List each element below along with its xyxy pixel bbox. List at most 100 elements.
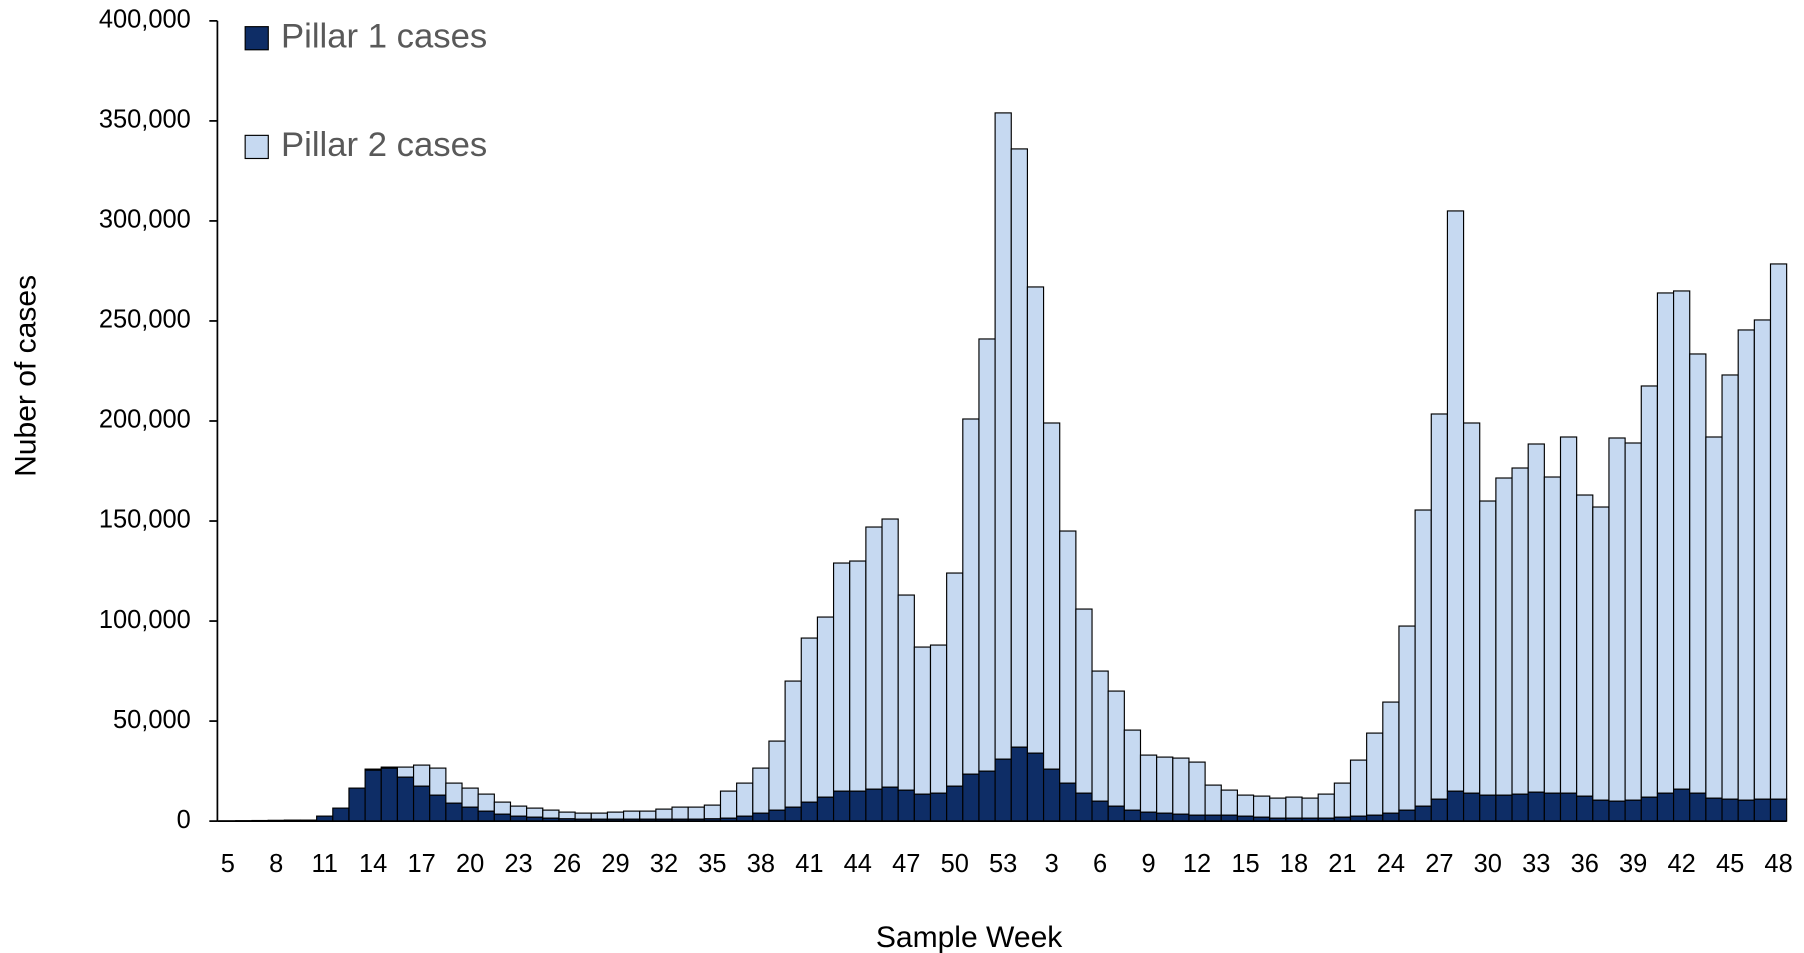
y-axis-title: Nuber of cases <box>10 275 43 477</box>
bar-segment <box>994 112 1012 760</box>
bar-segment <box>1527 791 1545 822</box>
y-tick-label: 200,000 <box>99 406 191 434</box>
bar-segment <box>1479 794 1497 822</box>
bar-segment <box>590 812 608 820</box>
bar-segment <box>477 793 495 812</box>
x-tick-label: 24 <box>1377 850 1405 878</box>
legend-label: Pillar 1 cases <box>281 17 487 55</box>
y-tick-label: 350,000 <box>99 106 191 134</box>
bar-segment <box>897 594 915 791</box>
bar-segment <box>1689 792 1707 822</box>
bar-segment <box>1107 690 1125 807</box>
bar-segment <box>1204 814 1222 822</box>
bar-segment <box>1252 795 1271 818</box>
bar-segment <box>994 758 1012 822</box>
bar-segment <box>1349 759 1368 817</box>
bar-segment <box>1672 788 1691 822</box>
x-tick-label: 9 <box>1141 850 1155 878</box>
bar-segment <box>1640 385 1659 798</box>
bar-segment <box>1091 800 1109 822</box>
x-tick-label: 44 <box>844 850 872 878</box>
bar-segment <box>461 806 479 822</box>
x-tick-label: 11 <box>312 850 338 878</box>
bar-segment <box>655 808 673 820</box>
bar-segment <box>1317 793 1335 819</box>
x-tick-label: 26 <box>553 850 581 878</box>
bar-segment <box>946 785 964 822</box>
bar-segment <box>1737 329 1755 801</box>
bar-segment <box>1414 805 1432 822</box>
x-tick-label: 29 <box>601 850 629 878</box>
bar-segment <box>752 812 770 822</box>
bar-segment <box>1462 792 1481 822</box>
bar-segment <box>1656 792 1675 822</box>
bar-segment <box>784 806 802 822</box>
x-tick-label: 18 <box>1280 850 1308 878</box>
bar-segment <box>1188 814 1206 822</box>
bar-segment <box>865 526 883 790</box>
x-axis-title: Sample Week <box>876 921 1063 953</box>
bar-segment <box>1026 286 1045 754</box>
bar-segment <box>622 810 641 820</box>
bar-segment <box>1139 811 1158 822</box>
bar-segment <box>816 796 835 822</box>
x-tick-label: 39 <box>1619 850 1647 878</box>
bar-segment <box>1559 792 1578 822</box>
bar-segment <box>1220 789 1238 816</box>
y-tick-label: 0 <box>177 806 191 834</box>
bar-segment <box>1656 292 1675 794</box>
bar-segment <box>1236 794 1255 817</box>
bar-segment <box>1366 732 1384 816</box>
bar-segment <box>1479 500 1497 796</box>
bar-segment <box>493 813 512 822</box>
bar-segment <box>1398 809 1416 822</box>
bar-segment <box>477 810 495 822</box>
bar-segment <box>1156 756 1174 814</box>
bar-segment <box>865 788 883 822</box>
bar-segment <box>1123 809 1142 822</box>
legend-label: Pillar 2 cases <box>281 126 487 164</box>
bar-segment <box>1672 290 1691 790</box>
bar-segment <box>1398 625 1416 811</box>
x-tick-label: 32 <box>650 850 678 878</box>
bar-segment <box>1026 752 1045 822</box>
bar-segment <box>687 806 705 820</box>
bar-segment <box>1059 530 1077 784</box>
bar-segment <box>1462 422 1481 794</box>
x-tick-label: 41 <box>795 850 823 878</box>
bar-segment <box>768 740 786 811</box>
bar-segment <box>1188 761 1206 816</box>
bar-segment <box>1446 790 1465 822</box>
bar-segment <box>1769 263 1788 800</box>
bar-segment <box>800 801 818 822</box>
bar-segment <box>1495 794 1513 822</box>
bar-segment <box>1269 797 1287 819</box>
x-tick-label: 30 <box>1474 850 1502 878</box>
bar-segment <box>978 770 996 822</box>
bar-segment <box>606 811 625 820</box>
y-tick-label: 300,000 <box>99 206 191 234</box>
bar-segment <box>348 787 366 822</box>
legend-swatch <box>244 26 269 51</box>
bar-segment <box>1737 799 1755 822</box>
bar-segment <box>1333 782 1352 818</box>
bar-segment <box>752 767 770 814</box>
bar-segment <box>1608 437 1626 802</box>
bar-segment <box>1705 436 1723 799</box>
bar-segment <box>1107 805 1125 822</box>
bar-segment <box>832 790 851 822</box>
bar-segment <box>946 572 964 787</box>
x-tick-label: 50 <box>941 850 969 878</box>
bar-segment <box>1172 757 1190 815</box>
bar-segment <box>1075 608 1093 794</box>
bar-segment <box>542 809 560 819</box>
bar-segment <box>1689 353 1707 794</box>
bar-segment <box>1091 670 1109 802</box>
x-tick-label: 45 <box>1716 850 1744 878</box>
bar-segment <box>736 782 754 817</box>
bar-segment <box>1123 729 1142 811</box>
bar-segment <box>1382 701 1400 814</box>
x-tick-label: 20 <box>456 850 484 878</box>
legend-swatch <box>244 134 269 160</box>
bar-segment <box>1543 476 1562 794</box>
